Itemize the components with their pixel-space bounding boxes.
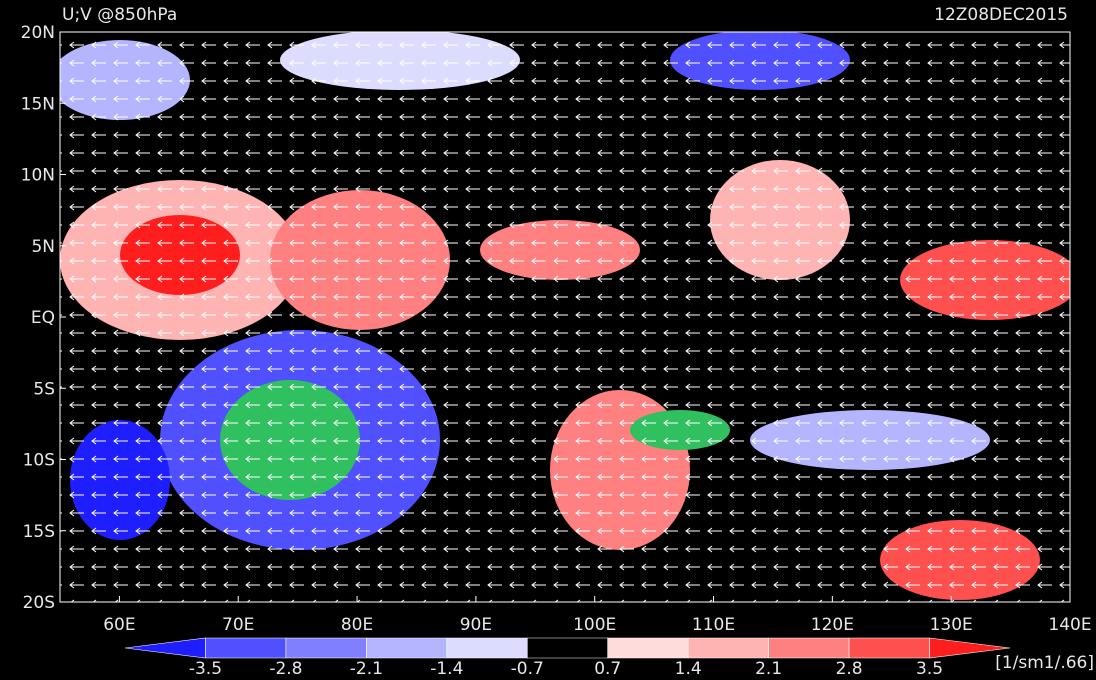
lon-label: 80E — [341, 615, 373, 635]
lon-label: 110E — [692, 615, 735, 635]
colorbar-label: 2.1 — [755, 659, 782, 679]
colorbar-label: 2.8 — [836, 659, 863, 679]
colorbar-swatch — [526, 637, 609, 659]
field-shading — [60, 32, 1070, 602]
colorbar-label: -2.8 — [269, 659, 302, 679]
colorbar-label: -2.1 — [350, 659, 383, 679]
colorbar-swatch — [205, 637, 287, 659]
colorbar-swatch — [285, 637, 367, 659]
title: U;V @850hPa — [62, 5, 177, 25]
lat-label: 20N — [21, 23, 55, 43]
colorbar-label: -3.5 — [189, 659, 222, 679]
colorbar-label: 3.5 — [916, 659, 943, 679]
colorbar-swatch — [366, 637, 448, 659]
lon-label: 130E — [930, 615, 973, 635]
colorbar-swatch — [929, 637, 1011, 659]
lat-label: 5S — [33, 379, 55, 399]
colorbar-label: -1.4 — [430, 659, 463, 679]
colorbar-swatch — [768, 637, 850, 659]
colorbar-swatch — [687, 637, 769, 659]
colorbar-label: 1.4 — [675, 659, 702, 679]
lat-label: 20S — [23, 593, 55, 613]
lon-label: 90E — [460, 615, 492, 635]
lat-label: 10S — [23, 451, 55, 471]
lat-label: 15N — [21, 94, 55, 114]
lon-label: 120E — [811, 615, 854, 635]
lon-label: 70E — [222, 615, 254, 635]
colorbar-swatch — [446, 637, 528, 659]
colorbar-label: -0.7 — [511, 659, 544, 679]
lat-label: 10N — [21, 166, 55, 186]
lon-label: 140E — [1048, 615, 1091, 635]
lat-label: 15S — [23, 522, 55, 542]
wind-vectors — [60, 32, 1070, 602]
valid-time: 12Z08DEC2015 — [934, 5, 1068, 25]
colorbar-label: 0.7 — [594, 659, 621, 679]
lat-label: EQ — [31, 308, 55, 328]
lat-label: 5N — [31, 237, 55, 257]
lon-label: 60E — [103, 615, 135, 635]
lon-label: 100E — [573, 615, 616, 635]
colorbar-units: [1/sm1/.66] — [995, 653, 1094, 673]
colorbar-swatch — [607, 637, 689, 659]
colorbar-swatch — [848, 637, 930, 659]
